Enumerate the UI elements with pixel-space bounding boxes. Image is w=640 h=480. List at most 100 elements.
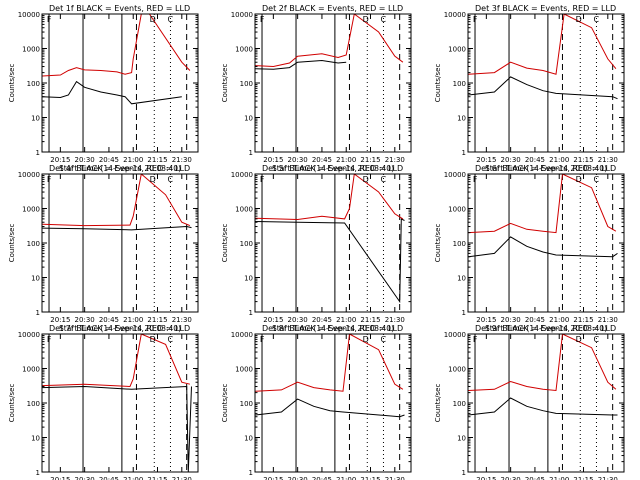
- events-series: [42, 225, 192, 231]
- plot-frame: [41, 333, 199, 473]
- marker-label: C: [167, 335, 173, 344]
- y-tick-label: 10000: [18, 171, 40, 179]
- x-tick-label: 21:15: [147, 316, 167, 324]
- y-tick-label: 10: [457, 115, 466, 123]
- x-tick-label: 20:15: [476, 316, 496, 324]
- marker-label: D: [150, 335, 156, 344]
- panel-4: Det 4f BLACK = Events, RED = LLD F D C 1 10 10…: [8, 164, 199, 333]
- x-tick-label: 20:15: [476, 156, 496, 164]
- plot-frame: [254, 13, 412, 153]
- x-tick-label: 20:45: [525, 316, 545, 324]
- y-tick-label: 1000: [235, 46, 253, 54]
- y-tick-label: 100: [453, 400, 466, 408]
- x-tick-label: 20:30: [75, 156, 95, 164]
- x-tick-label: 21:15: [573, 316, 593, 324]
- plot-frame: [467, 333, 625, 473]
- y-axis-label: Counts/sec: [434, 64, 442, 103]
- x-tick-label: 21:15: [147, 156, 167, 164]
- x-tick-label: 21:15: [360, 156, 380, 164]
- y-tick-label: 100: [27, 400, 40, 408]
- marker-label: C: [380, 15, 386, 24]
- y-tick-label: 100: [453, 240, 466, 248]
- y-tick-label: 10: [31, 115, 40, 123]
- y-tick-label: 1000: [448, 206, 466, 214]
- x-tick-label: 20:45: [312, 316, 332, 324]
- marker-label: C: [380, 175, 386, 184]
- panel-9: Det 9f BLACK = Events, RED = LLD F D C 1 10 10…: [434, 324, 625, 480]
- marker-label: F: [47, 335, 52, 344]
- x-tick-label: 20:30: [501, 476, 521, 480]
- y-tick-label: 10000: [231, 11, 253, 19]
- panel-title: Det 4f BLACK = Events, RED = LLD: [49, 164, 190, 173]
- lld-series: [468, 334, 617, 392]
- y-tick-label: 10: [457, 435, 466, 443]
- y-tick-label: 100: [240, 80, 253, 88]
- y-tick-label: 10000: [444, 331, 466, 339]
- x-tick-label: 21:30: [172, 156, 192, 164]
- x-tick-label: 20:45: [312, 476, 332, 480]
- marker-label: F: [260, 175, 265, 184]
- events-series: [255, 398, 405, 418]
- marker-label: C: [167, 15, 173, 24]
- marker-label: D: [576, 15, 582, 24]
- marker-label: C: [593, 175, 599, 184]
- x-tick-label: 20:15: [263, 476, 283, 480]
- marker-label: F: [47, 175, 52, 184]
- x-tick-label: 21:30: [385, 156, 405, 164]
- x-tick-label: 21:30: [385, 316, 405, 324]
- panel-2: Det 2f BLACK = Events, RED = LLD F D C 1 10 10…: [221, 4, 412, 173]
- y-tick-label: 1: [36, 149, 40, 157]
- panel-7: Det 7f BLACK = Events, RED = LLD F D C 1 10 10…: [8, 324, 199, 480]
- y-axis-label: Counts/sec: [434, 224, 442, 263]
- x-tick-label: 20:15: [50, 156, 70, 164]
- y-axis-label: Counts/sec: [434, 384, 442, 423]
- x-tick-label: 21:00: [549, 316, 569, 324]
- y-tick-label: 1: [462, 469, 466, 477]
- lld-series: [42, 14, 191, 77]
- panel-title: Det 8f BLACK = Events, RED = LLD: [262, 324, 403, 333]
- y-axis-label: Counts/sec: [8, 64, 16, 103]
- y-tick-label: 100: [240, 400, 253, 408]
- x-axis-label: Start Time (14-Sep-14 20:03:40): [485, 164, 607, 173]
- x-tick-label: 21:15: [147, 476, 167, 480]
- marker-label: F: [473, 15, 478, 24]
- y-tick-label: 100: [27, 240, 40, 248]
- x-tick-label: 21:30: [598, 156, 618, 164]
- y-tick-label: 100: [240, 240, 253, 248]
- y-tick-label: 10000: [18, 11, 40, 19]
- y-tick-label: 10000: [231, 331, 253, 339]
- panel-title: Det 3f BLACK = Events, RED = LLD: [475, 4, 616, 13]
- events-series: [42, 80, 182, 105]
- x-axis-label: Start Time (14-Sep-14 20:03:40): [485, 324, 607, 333]
- y-tick-label: 10000: [444, 171, 466, 179]
- events-series: [255, 59, 347, 70]
- marker-label: F: [260, 335, 265, 344]
- y-axis-label: Counts/sec: [221, 64, 229, 103]
- events-series: [255, 218, 405, 304]
- y-tick-label: 100: [27, 80, 40, 88]
- x-tick-label: 20:15: [50, 476, 70, 480]
- x-tick-label: 20:45: [99, 476, 119, 480]
- lld-series: [255, 14, 404, 68]
- x-tick-label: 21:15: [573, 156, 593, 164]
- x-tick-label: 20:15: [263, 316, 283, 324]
- x-tick-label: 20:30: [288, 156, 308, 164]
- marker-label: D: [363, 175, 369, 184]
- x-tick-label: 20:45: [99, 156, 119, 164]
- y-tick-label: 10000: [231, 171, 253, 179]
- x-tick-label: 21:30: [598, 476, 618, 480]
- x-tick-label: 20:30: [501, 316, 521, 324]
- y-tick-label: 10: [244, 115, 253, 123]
- x-tick-label: 21:00: [336, 156, 356, 164]
- plot-frame: [467, 13, 625, 153]
- lld-series: [42, 334, 191, 388]
- x-tick-label: 21:15: [360, 316, 380, 324]
- y-axis-label: Counts/sec: [221, 384, 229, 423]
- plot-frame: [254, 333, 412, 473]
- y-tick-label: 1000: [448, 46, 466, 54]
- x-axis-label: Start Time (14-Sep-14 20:03:40): [59, 164, 181, 173]
- x-axis-label: Start Time (14-Sep-14 20:03:40): [59, 324, 181, 333]
- y-tick-label: 1000: [22, 46, 40, 54]
- lld-series: [255, 334, 404, 392]
